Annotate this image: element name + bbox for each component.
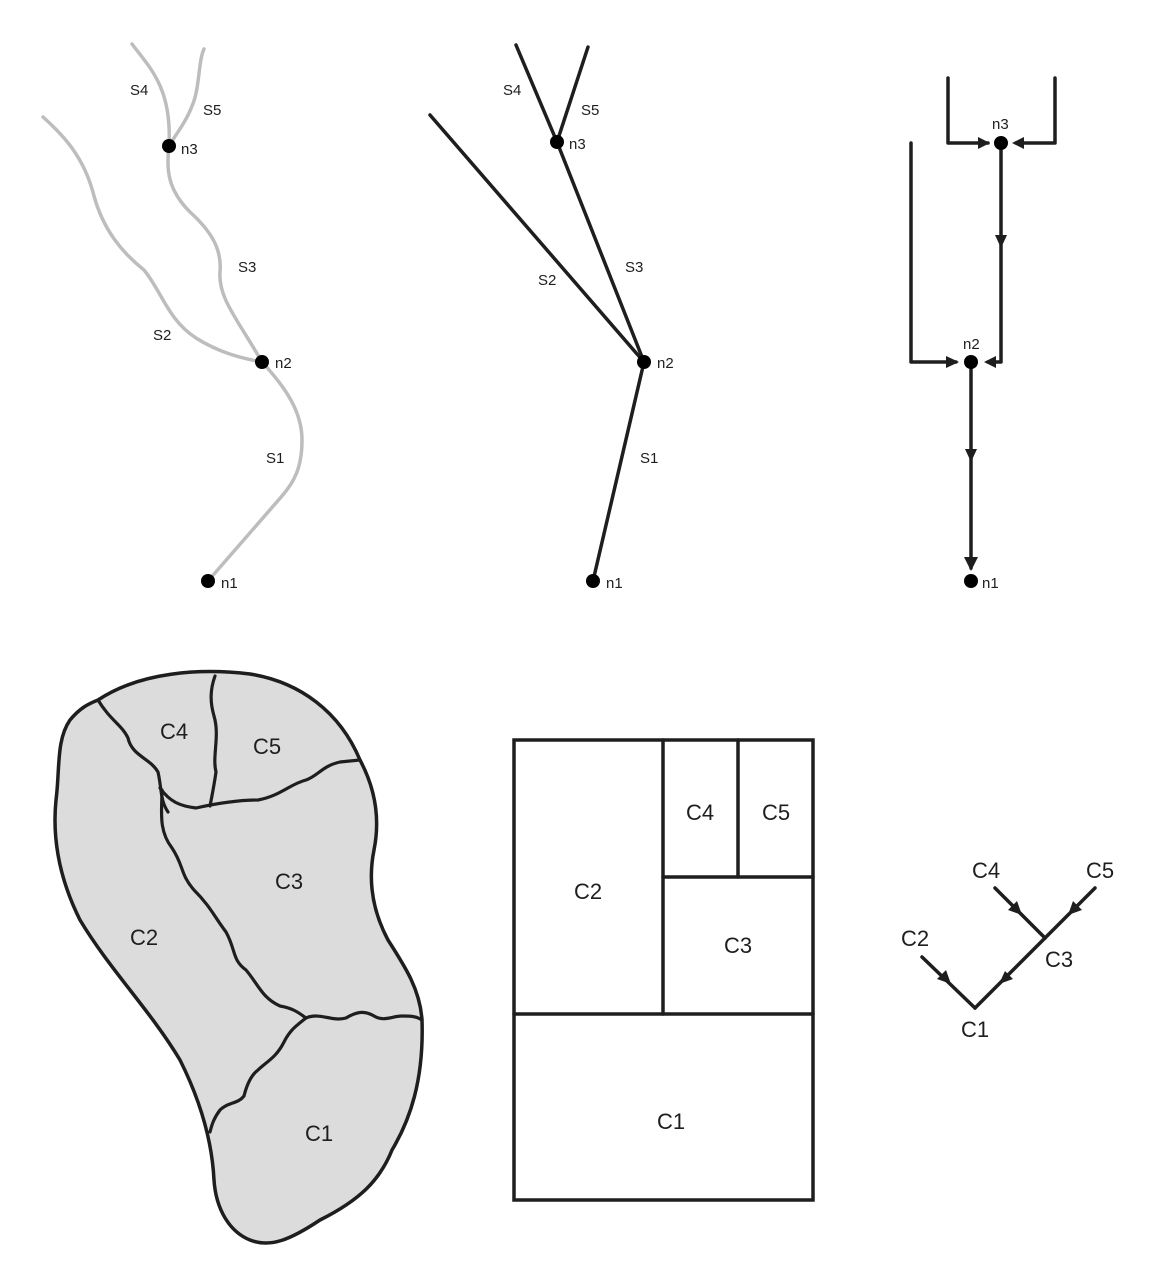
arrowhead-icon — [984, 356, 996, 368]
box-label-c4: C4 — [686, 800, 714, 825]
catchment-label-c4: C4 — [160, 719, 188, 744]
box-diagram-panel: C4 C5 C2 C3 C1 — [512, 738, 815, 1202]
flow-node-n3 — [994, 136, 1008, 150]
catchment-divide — [159, 788, 308, 1020]
flow-label-n3: n3 — [992, 116, 1009, 133]
flow-edge-right-into-n3 — [1014, 76, 1057, 145]
line-segment-s5 — [555, 45, 590, 144]
flow-label-n2: n2 — [963, 336, 980, 353]
flow-edge-left-into-n2 — [909, 141, 958, 364]
flow-edge-left-into-n3 — [946, 76, 990, 145]
line-label-s4: S4 — [503, 82, 521, 99]
line-network-panel: S4 S5 S3 S2 S1 n3 n2 n1 — [428, 43, 674, 592]
catchment-map-panel: C4 C5 C3 C2 C1 — [53, 669, 424, 1245]
line-segment-s1 — [591, 360, 646, 583]
arrowhead-icon — [995, 235, 1007, 248]
tree-label-c4: C4 — [972, 858, 1000, 883]
line-label-n2: n2 — [657, 355, 674, 372]
arrowhead-icon — [999, 971, 1013, 984]
river-label-s1: S1 — [266, 450, 284, 467]
tree-label-c2: C2 — [901, 926, 929, 951]
river-node-n1 — [201, 574, 215, 588]
tree-label-c5: C5 — [1086, 858, 1114, 883]
river-segment-s3 — [166, 144, 264, 364]
arrowhead-icon — [965, 449, 977, 462]
box-label-c5: C5 — [762, 800, 790, 825]
arrowhead-icon — [964, 557, 978, 571]
line-node-n1 — [586, 574, 600, 588]
river-label-s2: S2 — [153, 327, 171, 344]
line-label-n3: n3 — [569, 136, 586, 153]
catchment-label-c1: C1 — [305, 1121, 333, 1146]
tree-label-c3: C3 — [1045, 947, 1073, 972]
river-node-n3 — [162, 139, 176, 153]
catchment-divide — [208, 1016, 308, 1134]
river-label-n3: n3 — [181, 141, 198, 158]
flow-graph-panel: n3 n2 n1 — [909, 76, 1057, 592]
flow-edge-n3-to-n2 — [986, 141, 1003, 364]
arrowhead-icon — [946, 356, 959, 368]
line-node-n2 — [637, 355, 651, 369]
line-label-s5: S5 — [581, 102, 599, 119]
line-label-s3: S3 — [625, 259, 643, 276]
catchment-label-c2: C2 — [130, 925, 158, 950]
arrowhead-icon — [1068, 901, 1082, 915]
catchment-divide — [208, 674, 218, 808]
line-label-s2: S2 — [538, 272, 556, 289]
box-label-c3: C3 — [724, 933, 752, 958]
box-label-c1: C1 — [657, 1109, 685, 1134]
river-node-n2 — [255, 355, 269, 369]
flow-node-n1 — [964, 574, 978, 588]
catchment-divide — [158, 758, 362, 810]
river-label-n1: n1 — [221, 575, 238, 592]
tree-diagram-panel: C4 C5 C2 C3 C1 — [901, 858, 1114, 1042]
arrowhead-icon — [1012, 137, 1024, 149]
catchment-label-c3: C3 — [275, 869, 303, 894]
river-segment-s5 — [167, 47, 206, 148]
line-label-s1: S1 — [640, 450, 658, 467]
river-segment-s1 — [206, 360, 304, 583]
river-label-n2: n2 — [275, 355, 292, 372]
box-label-c2: C2 — [574, 879, 602, 904]
line-label-n1: n1 — [606, 575, 623, 592]
river-segment-s2 — [41, 115, 264, 364]
catchment-outline — [53, 669, 424, 1245]
flow-node-n2 — [964, 355, 978, 369]
arrowhead-icon — [937, 970, 951, 984]
river-label-s4: S4 — [130, 82, 148, 99]
line-segment-s3 — [555, 140, 646, 364]
flow-label-n1: n1 — [982, 575, 999, 592]
line-segment-s2 — [428, 113, 646, 364]
river-label-s5: S5 — [203, 102, 221, 119]
river-label-s3: S3 — [238, 259, 256, 276]
tree-label-c1: C1 — [961, 1017, 989, 1042]
catchment-divide — [304, 1010, 424, 1022]
catchment-label-c5: C5 — [253, 734, 281, 759]
line-node-n3 — [550, 135, 564, 149]
arrowhead-icon — [978, 137, 990, 149]
tree-edge-c3-c1 — [973, 936, 1047, 1010]
arrowhead-icon — [1008, 901, 1022, 915]
river-network-panel: S4 S5 S3 S2 S1 n3 n2 n1 — [41, 42, 304, 592]
river-segment-s4 — [130, 42, 171, 148]
line-segment-s4 — [514, 43, 559, 144]
